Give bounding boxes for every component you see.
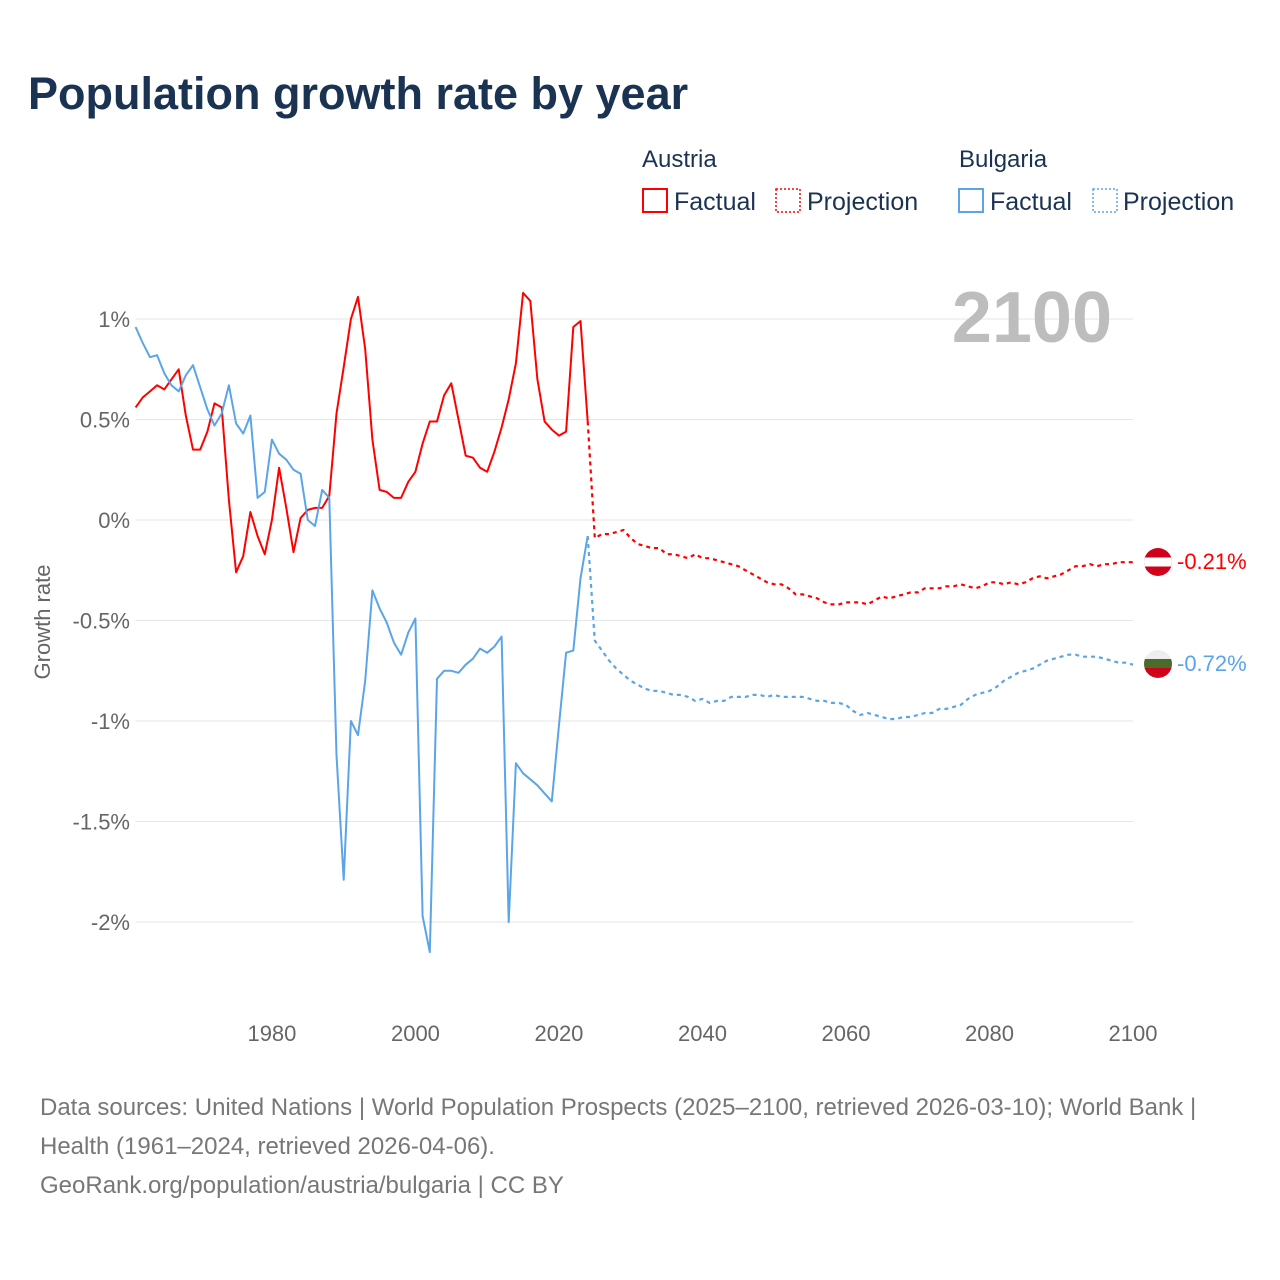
legend-label-austria-projection[interactable]: Projection: [807, 188, 918, 216]
legend-swatch-bulgaria-factual: [958, 188, 984, 213]
y-tick-label: 0%: [98, 508, 130, 533]
y-tick-label: -1%: [91, 709, 130, 734]
gridlines: [135, 318, 1133, 923]
y-tick-label: -0.5%: [73, 609, 130, 634]
series-austria-factual: [134, 291, 589, 574]
y-axis-ticks: 1% 0.5% 0% -0.5% -1% -1.5% -2%: [73, 307, 130, 935]
legend-label-bulgaria-projection[interactable]: Projection: [1123, 188, 1234, 216]
series-lines: [134, 291, 1134, 954]
year-display: 2100: [952, 278, 1112, 358]
y-tick-label: 1%: [98, 307, 130, 332]
y-tick-label: -1.5%: [73, 810, 130, 835]
page-title: Population growth rate by year: [28, 68, 689, 119]
x-axis-ticks: 1980 2000 2020 2040 2060 2080 2100: [247, 1021, 1157, 1046]
x-tick-label: 1980: [247, 1021, 296, 1046]
y-axis-label: Growth rate: [30, 565, 55, 680]
legend-swatch-austria-projection: [775, 188, 801, 213]
x-tick-label: 2060: [822, 1021, 871, 1046]
legend-swatch-austria-factual: [642, 188, 668, 213]
series-bulgaria-factual: [134, 326, 589, 954]
bulgaria-flag-icon: [1144, 650, 1172, 678]
end-label-austria: -0.21%: [1177, 549, 1247, 574]
austria-flag-icon: [1144, 548, 1172, 576]
x-tick-label: 2000: [391, 1021, 440, 1046]
x-tick-label: 2100: [1109, 1021, 1158, 1046]
end-label-bulgaria: -0.72%: [1177, 651, 1247, 676]
legend-group-bulgaria: Bulgaria: [959, 146, 1048, 173]
y-tick-label: 0.5%: [80, 408, 130, 433]
series-bulgaria-projection: [586, 536, 1134, 721]
x-tick-label: 2080: [965, 1021, 1014, 1046]
x-tick-label: 2020: [534, 1021, 583, 1046]
y-tick-label: -2%: [91, 910, 130, 935]
footer: Data sources: United Nations | World Pop…: [40, 1088, 1240, 1205]
legend: Austria Factual Projection Bulgaria Fact…: [642, 146, 1234, 216]
legend-label-bulgaria-factual[interactable]: Factual: [990, 188, 1072, 216]
series-austria-projection: [586, 421, 1133, 606]
data-sources: Data sources: United Nations | World Pop…: [40, 1094, 1197, 1160]
legend-swatch-bulgaria-projection: [1092, 188, 1118, 213]
legend-label-austria-factual[interactable]: Factual: [674, 188, 756, 216]
credit-link[interactable]: GeoRank.org/population/austria/bulgaria …: [40, 1172, 564, 1199]
x-tick-label: 2040: [678, 1021, 727, 1046]
legend-group-austria: Austria: [642, 146, 717, 173]
